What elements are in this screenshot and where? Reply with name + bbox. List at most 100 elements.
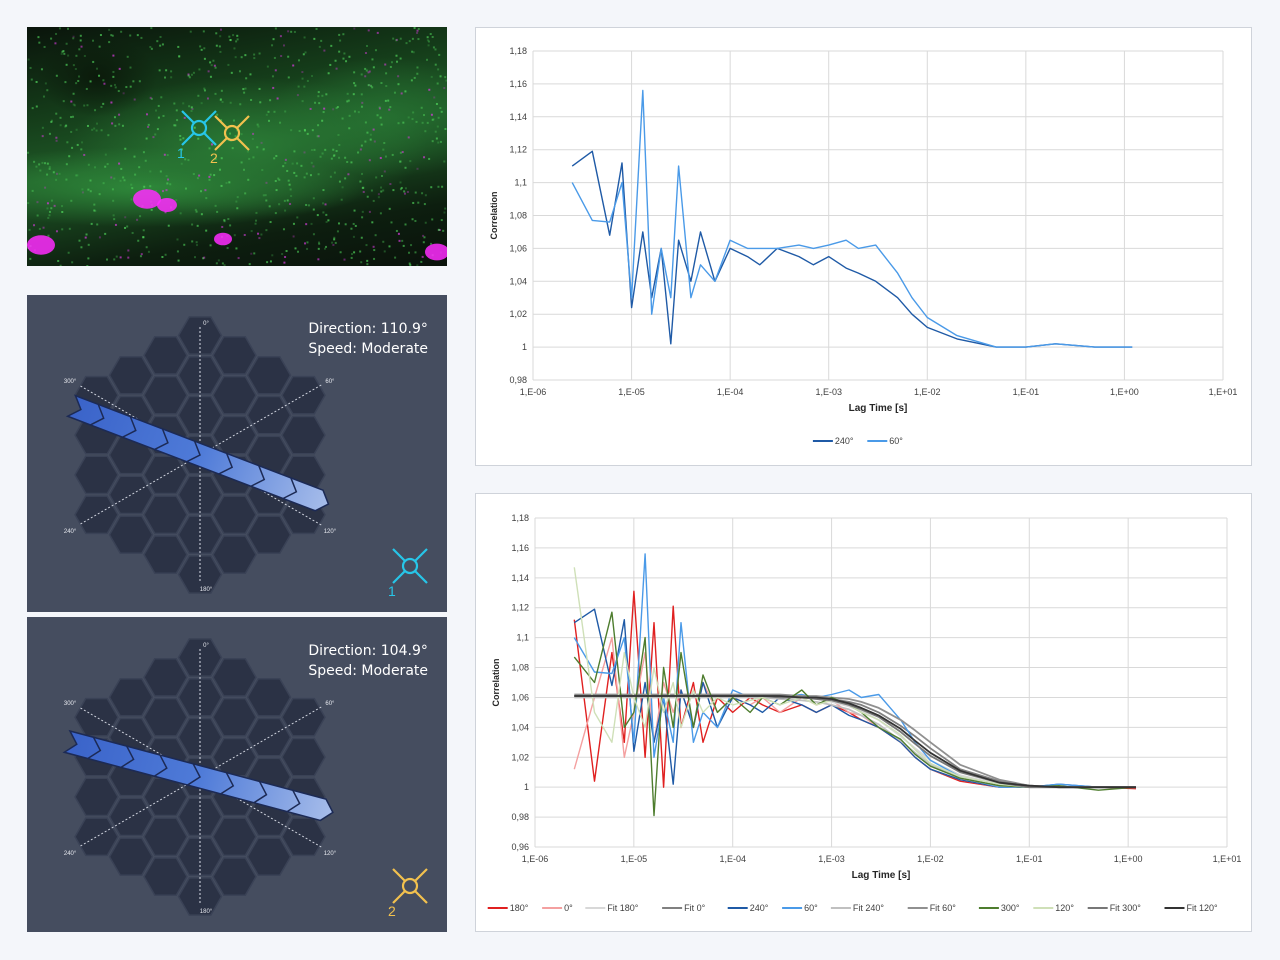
fluorescence-speck xyxy=(67,251,70,254)
fluorescence-speck xyxy=(262,148,265,151)
fluorescence-speck xyxy=(323,49,326,52)
fluorescence-speck xyxy=(272,38,275,41)
fluorescence-speck xyxy=(316,214,319,217)
fluorescence-speck xyxy=(251,137,254,140)
fluorescence-speck xyxy=(422,234,425,237)
fluorescence-speck xyxy=(43,45,46,48)
crosshair-line xyxy=(236,137,250,151)
fluorescence-speck xyxy=(191,108,194,111)
fluorescence-speck xyxy=(250,230,253,233)
fluorescence-speck xyxy=(142,229,145,232)
fluorescence-speck xyxy=(243,91,246,94)
x-tick-label: 1,E-02 xyxy=(914,387,941,397)
hexagon-cell xyxy=(143,495,188,535)
fluorescence-speck xyxy=(285,249,288,252)
series-line-Fit120deg xyxy=(574,695,1136,789)
fluorescence-speck xyxy=(117,90,120,93)
fluorescence-speck xyxy=(65,42,68,45)
crosshair-line xyxy=(414,868,428,882)
fluorescence-speck xyxy=(347,173,350,176)
fluorescence-speck xyxy=(96,122,99,125)
fluorescence-speck xyxy=(64,81,67,84)
fluorescence-speck xyxy=(150,97,153,100)
fluorescence-speck xyxy=(371,58,374,61)
fluorescence-speck xyxy=(404,166,407,169)
fluorescence-speck xyxy=(136,218,139,221)
x-tick-label: 1,E-06 xyxy=(522,854,549,864)
fluorescence-speck xyxy=(156,128,159,131)
fluorescence-speck xyxy=(35,80,38,83)
fluorescence-speck xyxy=(287,30,290,33)
fluorescence-speck xyxy=(89,190,92,193)
fluorescence-speck xyxy=(374,49,377,52)
fluorescence-speck xyxy=(208,147,211,150)
fluorescence-speck xyxy=(304,242,307,245)
fluorescence-speck xyxy=(244,192,247,195)
y-tick-label: 1,02 xyxy=(509,309,527,319)
fluorescence-speck xyxy=(200,190,203,193)
fluorescence-speck xyxy=(411,50,414,53)
fluorescence-speck xyxy=(413,27,416,30)
fluorescence-speck xyxy=(81,141,84,144)
fluorescence-speck xyxy=(369,138,372,141)
fluorescence-speck xyxy=(169,183,172,186)
fluorescence-speck xyxy=(234,56,237,59)
fluorescence-speck xyxy=(317,173,320,176)
fluorescence-speck xyxy=(435,137,438,140)
fluorescence-speck xyxy=(93,203,96,206)
fluorescence-speck xyxy=(42,226,45,229)
fluorescence-speck xyxy=(431,35,434,38)
fluorescence-speck xyxy=(44,162,47,165)
hexagon-cell xyxy=(143,375,188,415)
fluorescence-speck xyxy=(230,71,233,74)
fluorescence-speck xyxy=(110,176,113,179)
fluorescence-speck xyxy=(445,79,447,82)
fluorescence-speck xyxy=(380,123,383,126)
fluorescence-speck xyxy=(257,232,260,235)
y-tick-label: 1,16 xyxy=(509,79,527,89)
series-line-120deg xyxy=(573,567,1136,788)
fluorescence-speck xyxy=(191,240,194,243)
fluorescence-speck xyxy=(312,165,315,168)
fluorescence-speck xyxy=(317,258,320,261)
fluorescence-speck xyxy=(225,181,228,184)
x-tick-label: 1,E+01 xyxy=(1213,854,1242,864)
fluorescence-speck xyxy=(36,201,39,204)
fluorescence-speck xyxy=(353,82,356,85)
fluorescence-speck xyxy=(404,90,407,93)
y-tick-label: 1 xyxy=(524,782,529,792)
fluorescence-speck xyxy=(359,250,362,253)
fluorescence-speck xyxy=(50,37,53,40)
fluorescence-speck xyxy=(48,167,51,170)
fluorescence-speck xyxy=(133,98,136,101)
fluorescence-speck xyxy=(336,105,339,108)
fluorescence-speck xyxy=(408,262,411,265)
fluorescence-speck xyxy=(416,31,419,34)
fluorescence-speck xyxy=(274,212,277,215)
hexagon-cell xyxy=(74,495,119,535)
fluorescence-speck xyxy=(372,128,375,131)
fluorescence-speck xyxy=(77,79,80,82)
fluorescence-speck xyxy=(343,258,346,261)
fluorescence-speck xyxy=(91,128,94,131)
fluorescence-speck xyxy=(52,171,55,174)
fluorescence-speck xyxy=(324,148,327,151)
series-line-180deg xyxy=(573,590,1137,790)
series-line-240deg xyxy=(573,608,1136,788)
fluorescence-speck xyxy=(62,100,65,103)
magenta-spot xyxy=(133,189,161,209)
fluorescence-speck xyxy=(286,199,289,202)
legend-label: 180° xyxy=(510,903,529,913)
fluorescence-speck xyxy=(312,233,315,236)
chevron-divider xyxy=(90,404,105,426)
fluorescence-speck xyxy=(394,256,397,259)
fluorescence-speck xyxy=(297,250,300,253)
fluorescence-speck xyxy=(184,158,187,161)
fluorescence-speck xyxy=(282,228,285,231)
fluorescence-speck xyxy=(361,216,364,219)
fluorescence-speck xyxy=(71,115,74,118)
angle-label: 300° xyxy=(64,379,77,385)
fluorescence-speck xyxy=(325,93,328,96)
fluorescence-speck xyxy=(311,129,314,132)
fluorescence-speck xyxy=(216,113,219,116)
